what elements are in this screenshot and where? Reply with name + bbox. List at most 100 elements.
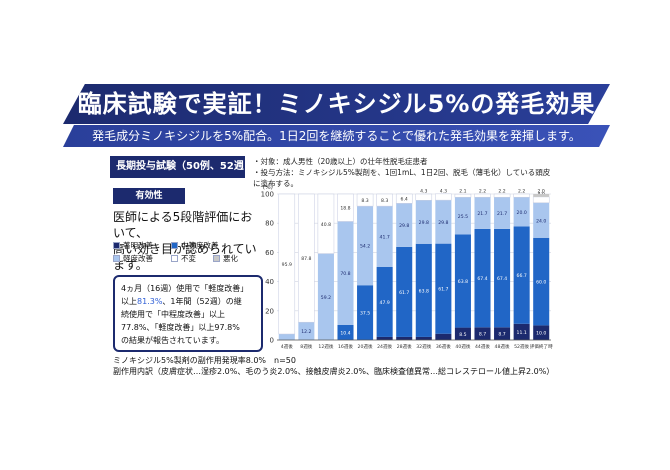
- data-label: 6.4: [401, 197, 408, 203]
- efficacy-description: 医師による5段階評価において、 高い効き目が認められています。: [113, 209, 263, 273]
- bar-segment: [533, 194, 550, 197]
- data-label: 63.8: [419, 288, 429, 294]
- data-label: 29.8: [419, 220, 429, 226]
- data-label: 59.2: [321, 295, 331, 301]
- bar-segment: [376, 193, 393, 207]
- data-label: 25.5: [458, 214, 468, 220]
- data-label: 37.5: [360, 311, 370, 317]
- data-label: 29.8: [399, 223, 409, 229]
- data-label: 18.8: [340, 206, 350, 212]
- bar-segment: [298, 193, 315, 323]
- bar-segment: [337, 324, 354, 340]
- bar-segment: [513, 323, 530, 340]
- y-tick-label: 40: [265, 278, 274, 286]
- x-tick-label: 52週後: [514, 343, 529, 350]
- legend-swatch: [113, 255, 120, 262]
- bar-segment: [337, 221, 354, 325]
- x-tick-label: 48週後: [495, 343, 510, 350]
- bar-segment: [435, 200, 452, 244]
- data-label: 11.1: [517, 330, 527, 336]
- x-tick-label: 36週後: [436, 343, 451, 350]
- legend-label: 軽度改善: [123, 254, 153, 263]
- summary-highlight: 81.3%: [137, 297, 163, 306]
- bar-segment: [474, 197, 491, 229]
- data-label: 21.7: [477, 211, 487, 217]
- x-tick-label: 8週後: [300, 343, 313, 350]
- hero-banner: 臨床試験で実証！ミノキシジル5%の発毛効果 発毛成分ミノキシジルを5%配合。1日…: [63, 84, 610, 148]
- data-label: 21.7: [497, 211, 507, 217]
- x-tick-label: 28週後: [397, 343, 412, 350]
- data-label: 8.7: [498, 332, 505, 338]
- data-label: 95.9: [282, 262, 292, 268]
- x-tick-label: 32週後: [416, 343, 431, 350]
- legend-label: 悪化: [223, 254, 238, 263]
- bar-segment: [493, 193, 511, 198]
- data-label: 70.8: [340, 271, 350, 277]
- chart-canvas: (%)0204060801004.195.94週後12.287.88週後59.2…: [261, 184, 553, 350]
- data-label: 60.0: [536, 280, 546, 286]
- bar-segment: [494, 327, 511, 340]
- data-label: 2.2: [479, 189, 486, 195]
- data-label: 87.8: [301, 256, 311, 262]
- bar-segment: [317, 253, 334, 340]
- summary-line-1: 4ヵ月（16週）使用で「軽度改善」: [121, 284, 249, 293]
- criteria-method: ・投与方法：ミノキシジル5%製剤を、1回1mL、1日2回、脱毛（薄毛化）している…: [253, 168, 551, 188]
- bar-segment: [533, 325, 550, 340]
- data-label: 20.0: [517, 210, 527, 216]
- legend-label: 不変: [181, 254, 196, 263]
- bar-segment: [454, 327, 471, 340]
- data-label: 10.4: [340, 330, 350, 336]
- data-label: 40.8: [321, 222, 331, 228]
- stacked-bar-chart: (%)0204060801004.195.94週後12.287.88週後59.2…: [255, 180, 555, 360]
- x-tick-label: 20週後: [358, 343, 373, 350]
- x-tick-label: 16週後: [338, 343, 353, 350]
- page-subtitle: 発毛成分ミノキシジルを5%配合。1日2回を継続することで優れた発毛効果を発揮しま…: [63, 125, 610, 147]
- efficacy-badge: 有効性: [113, 188, 185, 204]
- data-label: 2.0: [538, 189, 545, 195]
- y-axis-unit: (%): [263, 184, 273, 191]
- results-summary: 4ヵ月（16週）使用で「軽度改善」 以上81.3%、1年間（52週）の継 続使用…: [113, 275, 263, 352]
- data-label: 61.7: [438, 287, 448, 293]
- y-tick-label: 80: [265, 220, 274, 228]
- bar-segment: [474, 228, 491, 328]
- bar-segment: [533, 202, 550, 238]
- data-label: 67.4: [477, 276, 487, 282]
- summary-line-5: の結果が報告されています。: [121, 336, 224, 345]
- x-tick-label: 24週後: [377, 343, 392, 350]
- data-label: 8.3: [361, 198, 368, 204]
- summary-line-4: 77.8%、「軽度改善」以上97.8%: [121, 323, 240, 332]
- bar-segment: [396, 246, 413, 337]
- summary-text: 以上: [121, 297, 137, 306]
- bar-segment: [376, 336, 393, 340]
- bar-segment: [337, 193, 354, 222]
- data-label: 66.7: [517, 273, 527, 279]
- x-tick-label: 評価終了時: [530, 343, 553, 350]
- bar-segment: [356, 193, 374, 207]
- bar-segment: [415, 243, 432, 337]
- bar-segment: [376, 267, 393, 337]
- x-tick-label: 4週後: [281, 343, 294, 350]
- footnote-side-effect-rate: ミノキシジル5%製剤の副作用発現率8.0% n=50: [113, 356, 296, 365]
- summary-line-2: 以上81.3%、1年間（52週）の継: [121, 295, 255, 308]
- summary-text: 、1年間（52週）の継: [162, 297, 242, 306]
- description-line-1: 医師による5段階評価において、: [113, 210, 253, 240]
- legend-item-mild: 軽度改善: [113, 253, 153, 264]
- data-label: 41.7: [380, 235, 390, 241]
- legend-item-unchanged: 不変: [171, 253, 196, 264]
- bar-segment: [415, 336, 432, 340]
- data-label: 61.7: [399, 290, 409, 296]
- study-criteria: ・対象：成人男性（20歳以上）の壮年性脱毛症患者 ・投与方法：ミノキシジル5%製…: [253, 156, 553, 189]
- bar-segment: [396, 336, 413, 340]
- data-label: 54.2: [360, 244, 370, 250]
- data-label: 24.0: [536, 218, 546, 224]
- legend-label: 中等度改善: [181, 241, 219, 250]
- bar-segment: [494, 197, 511, 229]
- legend-swatch: [171, 255, 178, 262]
- data-label: 8.3: [381, 198, 388, 204]
- bar-segment: [298, 322, 315, 340]
- data-label: 2.1: [459, 189, 466, 195]
- footnotes: ミノキシジル5%製剤の副作用発現率8.0% n=50 副作用内訳（皮膚症状…湿疹…: [113, 355, 573, 377]
- bar-segment: [278, 193, 296, 335]
- study-label: 長期投与試験（50例、52週間）: [110, 156, 245, 194]
- bar-segment: [317, 193, 335, 254]
